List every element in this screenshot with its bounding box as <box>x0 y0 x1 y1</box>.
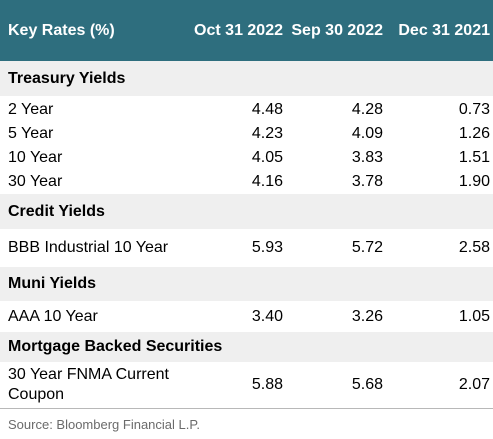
table-row: 5 Year 4.23 4.09 1.26 <box>0 122 493 146</box>
row-label: 30 Year FNMA Current Coupon <box>8 366 169 403</box>
section-treasury-yields: Treasury Yields <box>0 61 493 96</box>
row-value-sep-2022: 3.83 <box>351 149 383 166</box>
table-row: 30 Year FNMA Current Coupon 5.88 5.68 2.… <box>0 362 493 408</box>
row-value-oct-2022: 4.48 <box>251 101 283 118</box>
column-header-sep-2022: Sep 30 2022 <box>291 21 383 39</box>
row-label: BBB Industrial 10 Year <box>8 239 169 256</box>
row-value-oct-2022: 4.05 <box>251 149 283 166</box>
row-value-dec-2021: 2.07 <box>458 376 490 393</box>
row-value-sep-2022: 3.78 <box>351 173 383 190</box>
row-value-dec-2021: 1.51 <box>458 149 490 166</box>
row-value-oct-2022: 3.40 <box>251 307 283 325</box>
row-value-oct-2022: 5.93 <box>251 239 283 256</box>
row-value-dec-2021: 1.26 <box>458 125 490 142</box>
section-mortgage-backed-securities: Mortgage Backed Securities <box>0 332 493 362</box>
row-value-dec-2021: 2.58 <box>458 239 490 256</box>
row-value-dec-2021: 1.05 <box>458 307 490 325</box>
row-value-sep-2022: 4.09 <box>351 125 383 142</box>
section-credit-yields: Credit Yields <box>0 194 493 229</box>
row-value-oct-2022: 5.88 <box>251 376 283 393</box>
table-row: AAA 10 Year 3.40 3.26 1.05 <box>0 301 493 332</box>
row-label: 2 Year <box>8 101 54 118</box>
row-value-sep-2022: 3.26 <box>351 307 383 325</box>
row-label: 5 Year <box>8 125 54 142</box>
table-header: Key Rates (%) Oct 31 2022 Sep 30 2022 De… <box>0 0 493 61</box>
table-row: BBB Industrial 10 Year 5.93 5.72 2.58 <box>0 229 493 267</box>
row-value-sep-2022: 4.28 <box>351 101 383 118</box>
table-row: 10 Year 4.05 3.83 1.51 <box>0 146 493 170</box>
table-row: 2 Year 4.48 4.28 0.73 <box>0 96 493 122</box>
section-muni-yields: Muni Yields <box>0 267 493 301</box>
source-note: Source: Bloomberg Financial L.P. <box>0 408 493 439</box>
row-label: AAA 10 Year <box>8 307 98 325</box>
column-header-dec-2021: Dec 31 2021 <box>398 21 490 39</box>
row-value-oct-2022: 4.16 <box>251 173 283 190</box>
row-value-sep-2022: 5.72 <box>351 239 383 256</box>
column-header-oct-2022: Oct 31 2022 <box>194 21 283 39</box>
table-row: 30 Year 4.16 3.78 1.90 <box>0 170 493 194</box>
row-value-oct-2022: 4.23 <box>251 125 283 142</box>
row-value-sep-2022: 5.68 <box>351 376 383 393</box>
row-label: 10 Year <box>8 149 63 166</box>
table-title: Key Rates (%) <box>8 21 115 39</box>
row-label: 30 Year <box>8 173 63 190</box>
row-value-dec-2021: 1.90 <box>458 173 490 190</box>
row-value-dec-2021: 0.73 <box>458 101 490 118</box>
